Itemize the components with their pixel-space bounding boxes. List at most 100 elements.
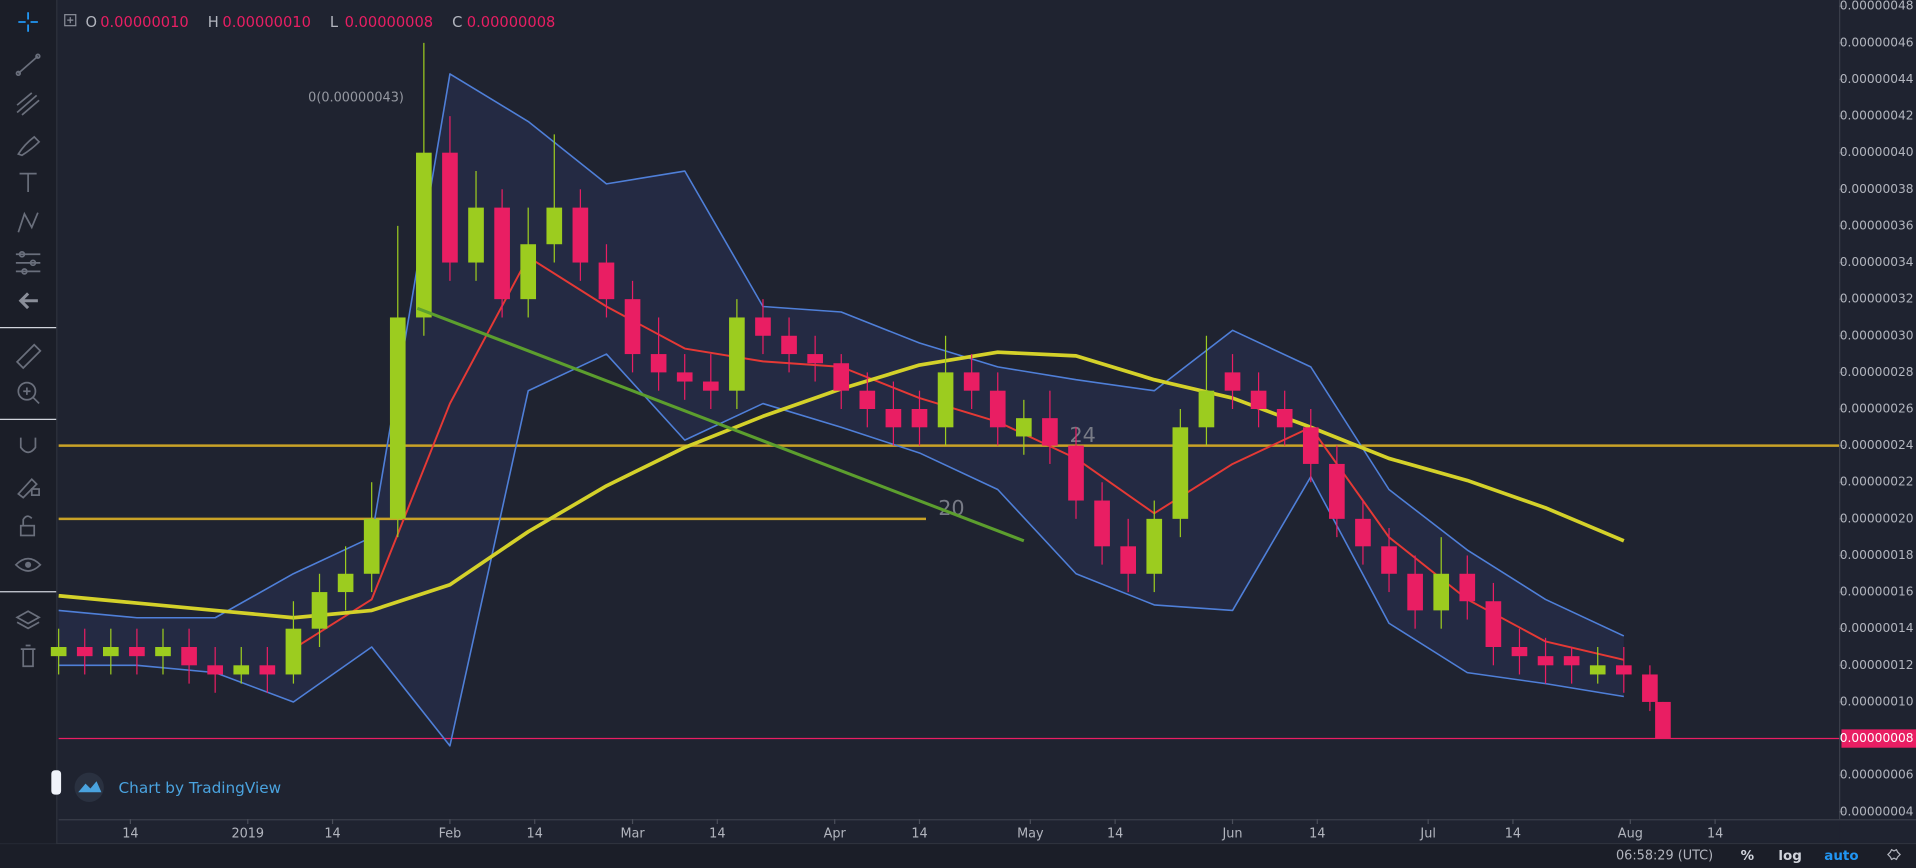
candle-body [520,244,537,300]
candle-body [442,152,458,263]
y-tick-label: 0.00000010 [1840,694,1914,708]
candle-body [937,372,954,428]
candle-body [1563,656,1580,666]
x-tick-label: Feb [439,826,462,841]
candle-body [885,409,902,428]
y-tick-label: 0.00000016 [1840,585,1914,599]
y-tick-label: 0.00000014 [1840,621,1914,635]
x-tick-label: 14 [1707,826,1723,841]
settings-button[interactable] [1887,848,1901,861]
y-tick-label: 0.00000004 [1840,804,1914,818]
x-tick-label: 14 [527,826,543,841]
legend-values: O 0.00000010 H 0.00000010 L 0.00000008 C 0.0000… [86,14,556,31]
candle-body [1329,463,1345,519]
toolbar-toggle[interactable] [51,770,62,795]
y-tick-label: 0.00000036 [1840,218,1914,232]
candle-body [363,518,380,574]
candle-body [1381,546,1397,574]
layers-tool[interactable] [15,610,41,630]
candle-body [963,372,980,391]
status-bar [0,843,1916,868]
candle-body [155,647,171,657]
candle-body [624,299,641,355]
legend-value: 0.00000008 [345,14,434,31]
candle-body [1459,573,1476,602]
y-tick-label: 0.00000028 [1840,365,1914,379]
auto-toggle[interactable]: auto [1824,849,1858,864]
candle-body [494,207,510,300]
zoom-tool[interactable] [17,381,40,405]
watermark-text: Chart by TradingView [119,779,282,797]
candle-body [546,207,563,245]
y-tick-label: 0.00000026 [1840,401,1914,415]
x-tick-label: 14 [1107,826,1123,841]
candle-body [1615,665,1632,675]
trend-line-tool[interactable] [15,53,41,77]
crosshair-tool[interactable] [18,12,38,32]
x-tick-label: 14 [1505,826,1521,841]
y-tick-label: 0.00000030 [1840,328,1914,342]
ohlc-legend: O 0.00000010 H 0.00000010 L 0.00000008 C 0.0000… [64,14,556,31]
x-tick-label: Jul [1419,826,1435,841]
stay-drawing-tool[interactable] [17,477,40,499]
delete-tool[interactable] [20,644,36,668]
y-tick-label: 0.00000048 [1840,0,1914,13]
legend-value: 0.00000008 [467,14,556,31]
candle-body [1537,656,1554,666]
candle-body [1016,418,1032,437]
back-tool[interactable] [18,292,38,310]
lock-tool[interactable] [19,515,36,537]
log-toggle[interactable]: log [1778,849,1801,864]
y-tick-label: 0.00000020 [1840,511,1914,525]
candle-body [1120,546,1137,574]
candle-body [285,628,302,675]
toolbar-bg [0,0,57,844]
x-tick-label: May [1017,826,1044,841]
candle-body [1485,601,1502,648]
x-tick-label: 14 [1309,826,1325,841]
legend-value: 0.00000010 [222,14,311,31]
percent-toggle[interactable]: % [1741,849,1755,864]
clock: 06:58:29 (UTC) [1616,848,1713,863]
pattern-tool[interactable] [17,211,39,233]
candle-body [572,207,589,263]
candle-body [1172,427,1189,519]
candle-body [1146,518,1163,574]
hide-tool[interactable] [14,557,42,572]
candle-body [1198,390,1215,428]
candle-body [1042,418,1058,446]
candle-body [181,647,197,666]
legend-toggle-plus [67,17,74,24]
candle-body [1302,427,1319,464]
y-tick-label: 0.00000040 [1840,145,1914,159]
candle-body [389,317,406,519]
y-tick-label: 0.00000034 [1840,255,1914,269]
candle-body [207,665,223,675]
pitchfork-tool[interactable] [16,92,40,116]
watermark-logo-mark [78,781,102,793]
y-tick-label: 0.00000022 [1840,475,1914,489]
legend-toggle[interactable] [64,14,77,27]
text-tool[interactable] [19,172,37,192]
y-tick-label: 0.00000046 [1840,35,1914,49]
x-tick-label: Mar [620,826,645,841]
high-annotation: 0(0.00000043) [308,90,404,105]
legend-value: 0.00000010 [100,14,189,31]
measure-tool[interactable] [15,343,42,370]
brush-tool[interactable] [17,135,41,157]
prediction-tool[interactable] [15,250,41,275]
price-axis [1839,0,1916,844]
candle-body [1250,390,1267,410]
y-tick-label: 0.00000024 [1840,438,1914,452]
candle-body [1407,573,1423,611]
watermark-logo [74,772,104,802]
y-tick-label: 0.00000018 [1840,548,1914,562]
legend-key: O [86,14,98,31]
x-tick-label: Jun [1221,826,1242,841]
x-tick-label: 2019 [231,826,264,841]
candle-body [233,665,250,675]
magnet-tool[interactable] [19,437,37,454]
